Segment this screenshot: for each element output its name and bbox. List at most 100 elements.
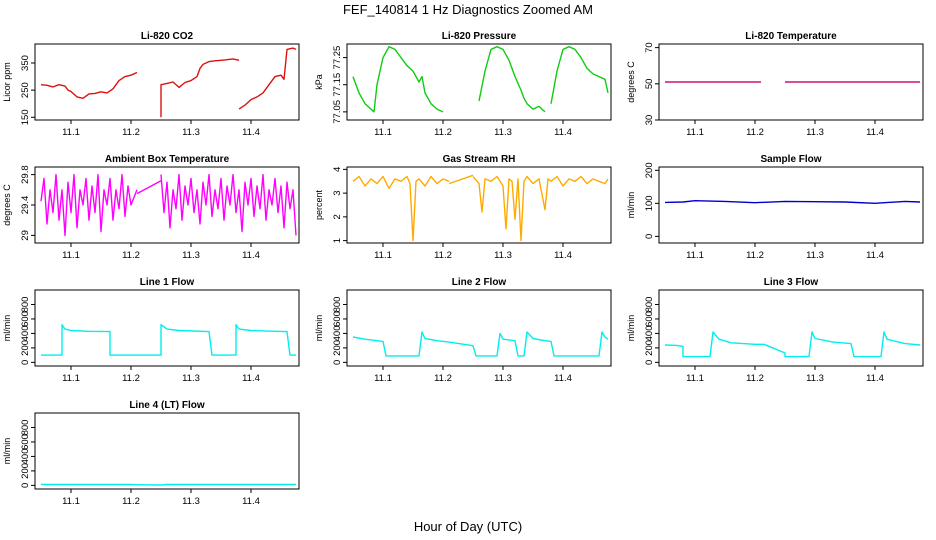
y-tick-label: 0	[20, 360, 31, 365]
y-tick-label: 200	[644, 340, 655, 356]
y-tick-label: 3	[332, 190, 343, 195]
panel-title: Li-820 CO2	[141, 31, 194, 42]
y-tick-label: 250	[20, 82, 31, 98]
series-line-4-lt-flow	[41, 483, 296, 486]
y-tick-label: 200	[644, 162, 655, 178]
y-tick-label: 0	[644, 360, 655, 365]
data-line	[238, 47, 297, 110]
y-tick-label: 0	[644, 234, 655, 239]
series-ambient-box-temperature	[40, 173, 297, 237]
plot-frame	[658, 289, 924, 367]
x-tick-label: 11.1	[62, 373, 80, 384]
x-tick-label: 11.2	[434, 127, 452, 138]
data-line	[160, 58, 240, 118]
x-tick-label: 11.4	[554, 250, 572, 261]
x-tick-label: 11.4	[242, 250, 260, 261]
y-tick-label: 30	[644, 115, 655, 126]
panel-line-4-lt-flow: Line 4 (LT) Flow 11.1 11.2 11.3 11.4 0 2004006…	[2, 400, 300, 507]
data-line	[448, 174, 474, 185]
y-axis-label: degrees C	[626, 61, 636, 103]
series-line-1-flow	[41, 324, 296, 356]
y-tick-label: 800	[644, 297, 655, 313]
data-line	[664, 331, 921, 358]
x-tick-label: 11.3	[806, 250, 824, 261]
x-tick-label: 11.3	[182, 127, 200, 138]
panel-title: Gas Stream RH	[443, 154, 516, 165]
x-tick-label: 11.1	[686, 127, 704, 138]
series-gas-stream-rh	[352, 174, 609, 242]
y-axis-label: ml/min	[314, 315, 324, 342]
x-tick-label: 11.3	[494, 127, 512, 138]
data-line	[136, 180, 162, 195]
x-tick-label: 11.2	[122, 496, 140, 507]
x-tick-label: 11.2	[434, 373, 452, 384]
y-tick-label: 200	[332, 340, 343, 356]
x-tick-label: 11.2	[746, 373, 764, 384]
y-tick-label: 200	[20, 340, 31, 356]
x-tick-label: 11.4	[242, 127, 260, 138]
panel-gas-stream-rh: Gas Stream RH 11.1 11.2 11.3 11.4 1 2 3 4 percent	[314, 154, 612, 261]
plot-frame	[34, 412, 300, 490]
data-line	[472, 175, 609, 242]
panel-sample-flow: Sample Flow 11.1 11.2 11.3 11.4 0 100 200 ml/min	[626, 154, 924, 261]
y-tick-label: 600	[332, 311, 343, 327]
series-li-820-pressure	[352, 46, 609, 113]
x-tick-label: 11.3	[494, 250, 512, 261]
panel-line-1-flow: Line 1 Flow 11.1 11.2 11.3 11.4 0 200400600800…	[2, 277, 300, 384]
y-tick-label: 600	[644, 311, 655, 327]
series-line-2-flow	[352, 331, 609, 357]
plot-frame	[346, 166, 612, 244]
data-line	[352, 175, 450, 242]
y-tick-label: 2	[332, 214, 343, 219]
panel-title: Line 4 (LT) Flow	[129, 400, 205, 411]
y-tick-label: 600	[20, 311, 31, 327]
panel-li-820-temperature: Li-820 Temperature 11.1 11.2 11.3 11.4 30 50 70…	[626, 31, 924, 138]
y-axis-label: ml/min	[626, 315, 636, 342]
panel-title: Line 2 Flow	[452, 277, 507, 288]
data-line	[160, 173, 297, 236]
y-tick-label: 77.25	[332, 46, 343, 70]
x-tick-label: 11.2	[122, 250, 140, 261]
x-tick-label: 11.1	[374, 127, 392, 138]
x-tick-label: 11.4	[554, 127, 572, 138]
series-sample-flow	[664, 199, 921, 205]
y-axis-label: ml/min	[2, 438, 12, 465]
data-line	[352, 46, 444, 113]
figure-xlabel: Hour of Day (UTC)	[414, 519, 522, 534]
y-tick-label: 29	[20, 230, 31, 241]
y-tick-label: 400	[20, 448, 31, 464]
x-tick-label: 11.1	[62, 127, 80, 138]
y-tick-label: 200	[20, 463, 31, 479]
x-tick-label: 11.4	[866, 373, 884, 384]
panel-ambient-box-temperature: Ambient Box Temperature 11.1 11.2 11.3 11.4 2…	[2, 154, 300, 261]
panel-title: Sample Flow	[760, 154, 821, 165]
data-line	[41, 324, 296, 356]
x-tick-label: 11.3	[806, 373, 824, 384]
data-line	[664, 199, 921, 205]
data-line	[41, 483, 296, 486]
y-axis-label: ml/min	[2, 315, 12, 342]
plot-frame	[34, 43, 300, 121]
y-tick-label: 400	[20, 325, 31, 341]
y-tick-label: 800	[20, 420, 31, 436]
y-tick-label: 400	[332, 325, 343, 341]
data-line	[352, 331, 609, 357]
panel-title: Line 1 Flow	[140, 277, 195, 288]
y-tick-label: 350	[20, 55, 31, 71]
x-tick-label: 11.4	[242, 496, 260, 507]
y-tick-label: 29.4	[20, 196, 31, 215]
panel-li-820-pressure: Li-820 Pressure 11.1 11.2 11.3 11.4 77.05 77.1…	[314, 31, 612, 138]
x-tick-label: 11.1	[62, 496, 80, 507]
x-tick-label: 11.2	[122, 127, 140, 138]
x-tick-label: 11.4	[554, 373, 572, 384]
y-tick-label: 0	[20, 483, 31, 488]
x-tick-label: 11.2	[746, 127, 764, 138]
panel-title: Li-820 Temperature	[745, 31, 837, 42]
data-line	[40, 71, 138, 100]
x-tick-label: 11.4	[242, 373, 260, 384]
x-tick-label: 11.1	[686, 373, 704, 384]
y-axis-label: degrees C	[2, 184, 12, 226]
series-line-3-flow	[664, 331, 921, 358]
